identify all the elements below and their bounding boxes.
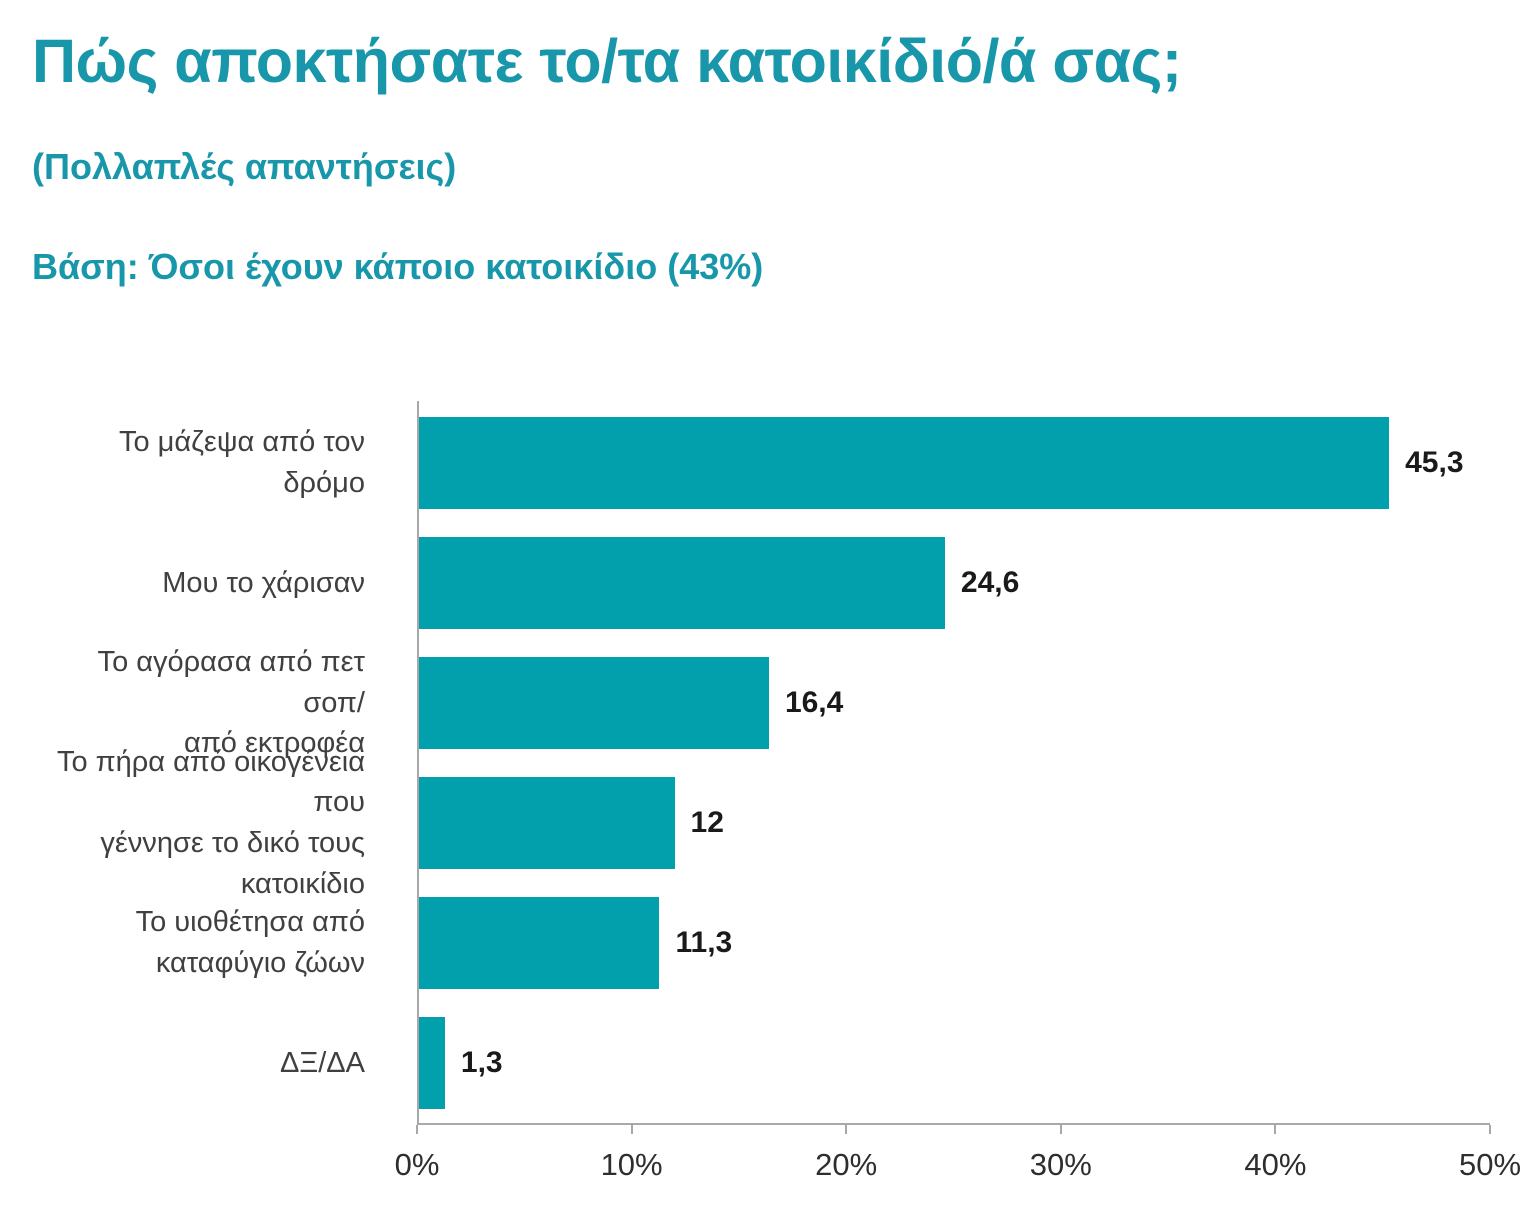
- category-label: Το υιοθέτησα από καταφύγιο ζώων: [135, 906, 365, 979]
- x-axis-tick-label: 10%: [600, 1146, 663, 1182]
- category-label: Το πήρα από οικογένεια που γέννησε το δι…: [56, 745, 365, 900]
- x-axis-tick-label: 20%: [815, 1146, 878, 1182]
- category-label: Το μάζεψα από τον δρόμο: [118, 426, 365, 499]
- chart-row: Το πήρα από οικογένεια που γέννησε το δι…: [32, 746, 1490, 900]
- value-label: 12: [690, 805, 724, 839]
- bar-track: 24,6: [417, 523, 1490, 643]
- chart-rows: Το μάζεψα από τον δρόμο 45,3 Μου το χάρι…: [32, 403, 1490, 1123]
- bar-chart: Το μάζεψα από τον δρόμο 45,3 Μου το χάρι…: [32, 400, 1521, 1182]
- x-axis-tick-label: 50%: [1458, 1146, 1522, 1182]
- base-note: Βάση: Όσοι έχουν κάποιο κατοικίδιο (43%): [32, 245, 764, 287]
- page-title: Πώς αποκτήσατε το/τα κατοικίδιό/ά σας;: [32, 27, 1182, 95]
- chart-row: ΔΞ/ΔΑ 1,3: [32, 1003, 1490, 1123]
- bar-track: 45,3: [417, 403, 1490, 523]
- x-axis-line: [417, 1122, 1490, 1125]
- bar: [417, 536, 945, 629]
- x-axis-tick: [1274, 1124, 1277, 1134]
- x-axis-tick: [416, 1124, 418, 1134]
- bar: [417, 776, 675, 869]
- value-label: 24,6: [960, 565, 1020, 599]
- y-axis-line: [417, 400, 419, 1125]
- value-label: 16,4: [784, 685, 844, 719]
- x-axis: 0% 10% 20% 30% 40% 50%: [395, 1124, 1521, 1205]
- bar: [417, 1016, 445, 1109]
- x-axis-tick: [1059, 1124, 1062, 1134]
- bar-track: 12: [417, 763, 1490, 883]
- bar: [417, 656, 769, 749]
- bar: [417, 416, 1390, 509]
- x-axis-tick-label: 0%: [394, 1146, 440, 1182]
- chart-row: Το υιοθέτησα από καταφύγιο ζώων 11,3: [32, 883, 1490, 1003]
- value-label: 1,3: [460, 1045, 503, 1079]
- bar-track: 11,3: [417, 883, 1490, 1003]
- x-axis-tick-label: 30%: [1029, 1146, 1092, 1182]
- x-axis-tick-label: 40%: [1244, 1146, 1307, 1182]
- chart-row: Το μάζεψα από τον δρόμο 45,3: [32, 403, 1490, 523]
- page-subtitle: (Πολλαπλές απαντήσεις): [32, 146, 457, 188]
- bar-track: 1,3: [417, 1003, 1490, 1123]
- category-label: Το αγόρασα από πετ σοπ/ από εκτροφέα: [97, 646, 365, 760]
- value-label: 45,3: [1405, 445, 1464, 479]
- chart-row: Μου το χάρισαν 24,6: [32, 523, 1490, 643]
- category-label: ΔΞ/ΔΑ: [280, 1046, 365, 1079]
- bar-track: 16,4: [417, 643, 1490, 763]
- category-label: Μου το χάρισαν: [162, 566, 365, 599]
- bar: [417, 896, 660, 989]
- value-label: 11,3: [675, 925, 733, 959]
- chart-row: Το αγόρασα από πετ σοπ/ από εκτροφέα 16,…: [32, 643, 1490, 763]
- x-axis-tick: [845, 1124, 848, 1134]
- x-axis-tick: [630, 1124, 633, 1134]
- x-axis-tick: [1489, 1124, 1491, 1134]
